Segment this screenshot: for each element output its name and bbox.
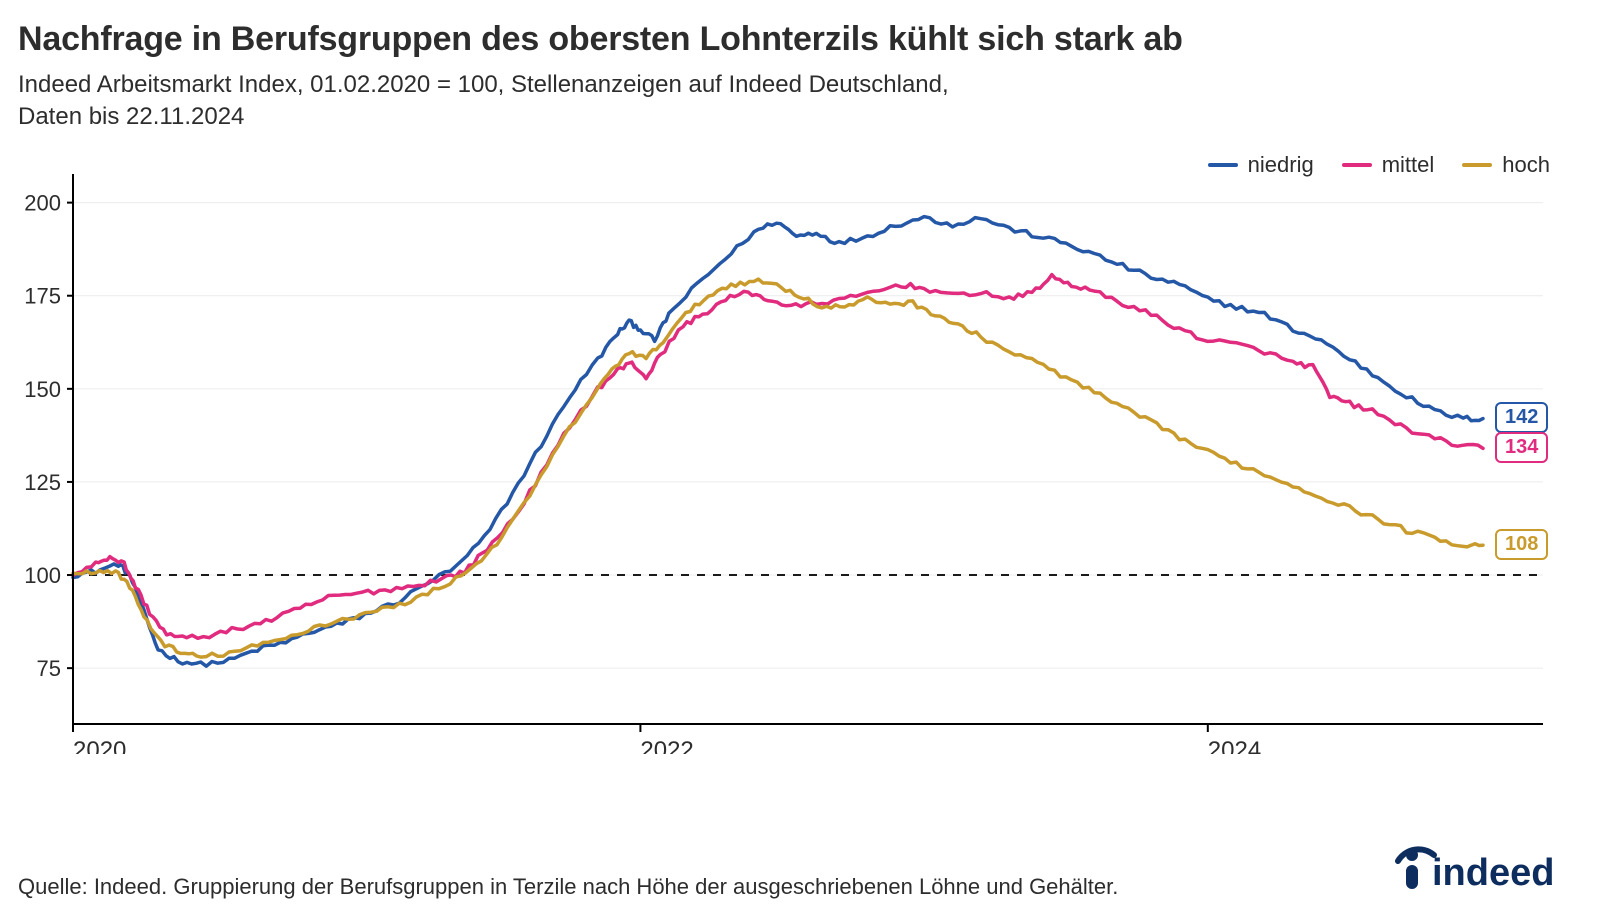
line-chart-svg: 75 100 125 150 175 200 2020 2022 2024 xyxy=(18,164,1558,754)
y-tick-label: 75 xyxy=(37,656,61,681)
y-tick-label: 200 xyxy=(24,190,61,215)
series-hoch xyxy=(73,279,1483,657)
y-tick-label: 100 xyxy=(24,563,61,588)
brand-text: indeed xyxy=(1432,852,1554,891)
y-tick-label: 125 xyxy=(24,470,61,495)
x-tick-label: 2022 xyxy=(640,737,693,754)
brand-logo: indeed xyxy=(1394,841,1564,896)
series-mittel xyxy=(73,274,1483,638)
y-tick-label: 175 xyxy=(24,284,61,309)
x-tick-label: 2020 xyxy=(73,737,126,754)
end-label-hoch: 108 xyxy=(1495,529,1548,560)
end-label-mittel: 134 xyxy=(1495,432,1548,463)
x-tick-label: 2024 xyxy=(1208,737,1261,754)
chart-source: Quelle: Indeed. Gruppierung der Berufsgr… xyxy=(18,874,1118,900)
y-tick-label: 150 xyxy=(24,377,61,402)
chart-subtitle: Indeed Arbeitsmarkt Index, 01.02.2020 = … xyxy=(18,69,1568,134)
end-label-niedrig: 142 xyxy=(1495,402,1548,433)
chart-title: Nachfrage in Berufsgruppen des obersten … xyxy=(18,20,1568,59)
chart-area: 75 100 125 150 175 200 2020 2022 2024 142134 108 xyxy=(18,164,1558,754)
